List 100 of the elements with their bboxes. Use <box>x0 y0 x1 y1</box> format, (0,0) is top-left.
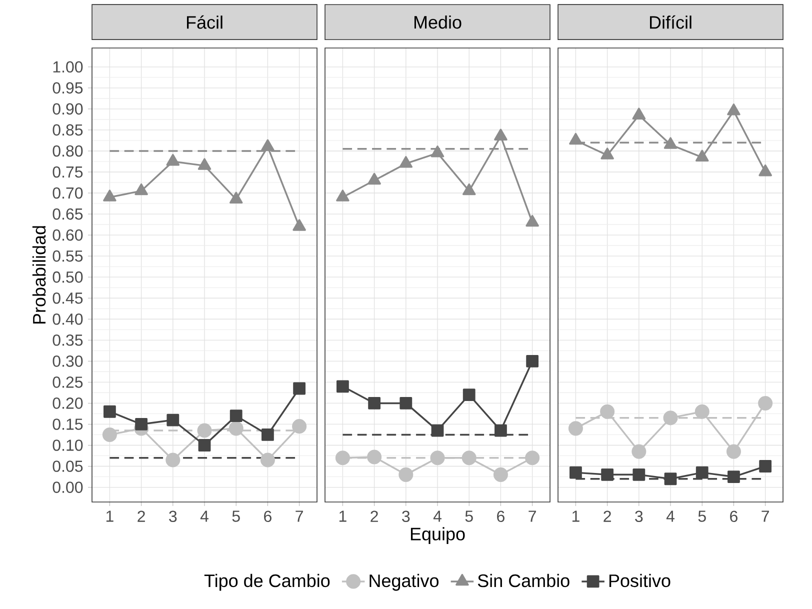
point <box>570 466 582 479</box>
point <box>292 419 307 434</box>
point <box>695 150 709 162</box>
legend-label: Negativo <box>370 574 439 591</box>
y-tick-label: 0.65 <box>52 208 83 220</box>
y-tick-label: 0.35 <box>52 334 83 346</box>
point <box>462 388 476 402</box>
y-tick-label: 0.70 <box>52 187 83 199</box>
legend-label: Sin Cambio <box>478 574 570 588</box>
point <box>494 424 507 437</box>
x-tick-label: 2 <box>370 510 378 522</box>
point <box>293 382 306 395</box>
point <box>696 466 708 479</box>
point <box>600 148 614 160</box>
y-tick-label: 0.30 <box>52 356 83 367</box>
y-tick-label: 0.05 <box>52 460 83 472</box>
chart-title: Difícil <box>650 15 692 29</box>
point <box>758 164 772 176</box>
point <box>526 354 539 368</box>
y-tick-label: 0.90 <box>52 103 83 115</box>
point <box>758 396 773 410</box>
x-tick-label: 5 <box>698 510 706 522</box>
point <box>632 444 646 459</box>
legend-label: Positivo <box>609 574 670 588</box>
x-tick-label: 5 <box>232 510 240 522</box>
y-tick-label: 1.00 <box>53 61 83 73</box>
x-tick-label: 1 <box>339 510 346 522</box>
point <box>726 444 741 459</box>
point <box>462 450 476 466</box>
point <box>166 414 180 426</box>
point <box>430 146 444 158</box>
point <box>493 467 508 482</box>
x-tick-label: 6 <box>730 510 738 522</box>
y-tick-label: 0.75 <box>52 166 83 178</box>
point <box>260 452 275 468</box>
chart-title: Fácil <box>186 15 222 29</box>
x-tick-label: 6 <box>497 510 504 522</box>
point <box>600 404 615 419</box>
point <box>261 139 274 151</box>
x-tick-label: 4 <box>200 510 208 522</box>
y-tick-label: 0.95 <box>52 82 83 94</box>
point <box>568 421 583 436</box>
y-tick-label: 0.85 <box>52 124 83 136</box>
point <box>526 214 539 227</box>
point <box>336 190 350 202</box>
point <box>632 468 646 481</box>
legend-title: Tipo de Cambio <box>204 574 330 591</box>
y-tick-label: 0.15 <box>52 418 83 430</box>
chart-title: Medio <box>414 15 462 29</box>
point <box>664 137 678 149</box>
point <box>135 418 148 430</box>
point <box>230 410 242 422</box>
y-tick-label: 0.10 <box>52 440 83 451</box>
x-tick-label: 7 <box>762 510 769 522</box>
x-tick-label: 3 <box>402 510 410 522</box>
point <box>759 460 772 472</box>
point <box>335 450 350 466</box>
point <box>632 108 646 120</box>
x-tick-label: 2 <box>604 510 611 522</box>
x-tick-label: 3 <box>635 510 643 522</box>
x-tick-label: 1 <box>106 510 114 522</box>
point <box>368 172 381 185</box>
point <box>399 156 413 168</box>
point <box>525 450 540 466</box>
point <box>262 428 274 441</box>
point <box>462 183 476 196</box>
y-tick-label: 0.00 <box>52 482 83 493</box>
point <box>198 158 212 170</box>
x-tick-label: 4 <box>666 510 674 522</box>
point <box>166 452 180 468</box>
point <box>431 424 444 437</box>
point <box>601 468 614 481</box>
point <box>663 410 678 426</box>
point <box>292 219 306 231</box>
y-axis-title: Probabilidad <box>32 226 46 324</box>
x-tick-label: 7 <box>528 510 536 522</box>
point <box>727 104 740 116</box>
point <box>336 380 349 393</box>
point <box>166 154 180 166</box>
x-tick-label: 2 <box>138 510 145 522</box>
point <box>569 132 582 145</box>
point <box>400 397 412 410</box>
x-tick-label: 7 <box>296 510 303 522</box>
point <box>728 470 740 483</box>
point <box>367 450 382 464</box>
y-tick-label: 0.40 <box>52 313 83 325</box>
point <box>430 450 445 466</box>
point <box>103 190 116 202</box>
y-tick-label: 0.25 <box>52 376 83 388</box>
point <box>102 427 117 442</box>
x-tick-label: 3 <box>169 510 177 522</box>
y-tick-label: 0.45 <box>52 292 83 304</box>
y-tick-label: 0.20 <box>52 398 83 409</box>
x-axis-title: Equipo <box>410 527 465 544</box>
point <box>197 423 212 438</box>
y-tick-label: 0.55 <box>52 250 83 262</box>
point <box>198 439 211 452</box>
x-tick-label: 4 <box>433 510 442 522</box>
y-tick-label: 0.50 <box>52 271 83 283</box>
point <box>134 183 148 196</box>
